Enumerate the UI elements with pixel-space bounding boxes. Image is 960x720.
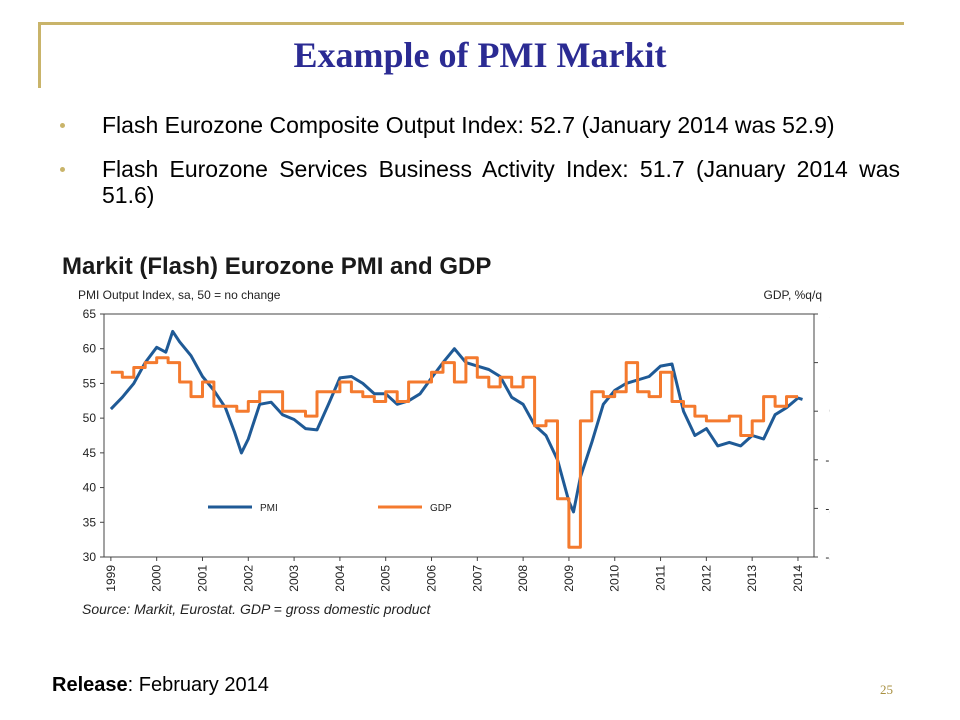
bullet-item-services: Flash Eurozone Services Business Activit… [60, 156, 900, 208]
chart-source: Source: Markit, Eurostat. GDP = gross do… [82, 601, 432, 617]
series-layer [109, 329, 803, 549]
x-tick-label: 1999 [104, 565, 118, 592]
bullet-dot-icon [60, 123, 65, 128]
chart-title: Markit (Flash) Eurozone PMI and GDP [62, 253, 491, 280]
release-value: : February 2014 [127, 674, 269, 696]
left-tick-label: 30 [83, 550, 97, 564]
left-tick-label: 45 [83, 446, 97, 460]
left-tick-label: 40 [83, 481, 97, 495]
bullet-list: Flash Eurozone Composite Output Index: 5… [60, 112, 900, 226]
x-tick-label: 2000 [150, 565, 164, 592]
left-tick-label: 50 [83, 411, 97, 425]
legend-label-pmi: PMI [260, 503, 278, 514]
accent-frame-horizontal [38, 22, 904, 25]
left-tick-label: 35 [83, 515, 97, 529]
slide-title: Example of PMI Markit [293, 35, 667, 75]
right-tick-label: -3.0 [825, 550, 830, 564]
bullet-dot-icon [60, 167, 65, 172]
x-tick-label: 2007 [470, 565, 484, 592]
x-tick-label: 2012 [699, 565, 713, 592]
release-line: Release: February 2014 [52, 674, 269, 697]
x-tick-label: 2004 [333, 565, 347, 592]
series-line-gdp [110, 356, 798, 549]
legend: PMI GDP [208, 503, 452, 514]
left-axis-label: PMI Output Index, sa, 50 = no change [78, 288, 281, 302]
x-tick-label: 2008 [516, 565, 530, 592]
left-tick-label: 55 [83, 376, 97, 390]
series-line-pmi [109, 329, 803, 514]
pmi-gdp-chart: Markit (Flash) Eurozone PMI and GDP PMI … [62, 253, 830, 617]
right-tick-label: -1.0 [825, 453, 830, 467]
accent-frame-vertical [38, 22, 41, 88]
x-tick-label: 2003 [287, 565, 301, 592]
x-tick-label: 2014 [791, 565, 805, 592]
x-tick-label: 2011 [654, 565, 668, 591]
legend-label-gdp: GDP [430, 503, 452, 514]
plot-area [103, 313, 815, 558]
right-axis-label: GDP, %q/q [764, 288, 822, 302]
tick-layer: 65 60 55 50 45 40 35 30 2.0 1.0 0.0 -1.0 -2.0 -3.0 199… [83, 307, 830, 592]
bullet-item-composite: Flash Eurozone Composite Output Index: 5… [60, 112, 900, 138]
x-tick-label: 2005 [379, 565, 393, 592]
right-tick-label: 2.0 [829, 307, 830, 321]
x-tick-label: 2010 [608, 565, 622, 592]
bullet-text: Flash Eurozone Services Business Activit… [102, 156, 900, 208]
right-tick-label: -2.0 [825, 501, 830, 515]
x-tick-label: 2013 [745, 565, 759, 592]
page-number: 25 [880, 682, 893, 697]
right-tick-label: 0.0 [829, 404, 830, 418]
left-tick-label: 60 [83, 342, 97, 356]
x-tick-label: 2002 [241, 565, 255, 592]
left-tick-label: 65 [83, 307, 97, 321]
x-tick-label: 2009 [562, 565, 576, 592]
x-tick-label: 2001 [195, 565, 209, 592]
x-tick-label: 2006 [425, 565, 439, 592]
release-label: Release [52, 674, 128, 696]
bullet-text: Flash Eurozone Composite Output Index: 5… [102, 112, 835, 138]
right-tick-label: 1.0 [829, 356, 830, 370]
